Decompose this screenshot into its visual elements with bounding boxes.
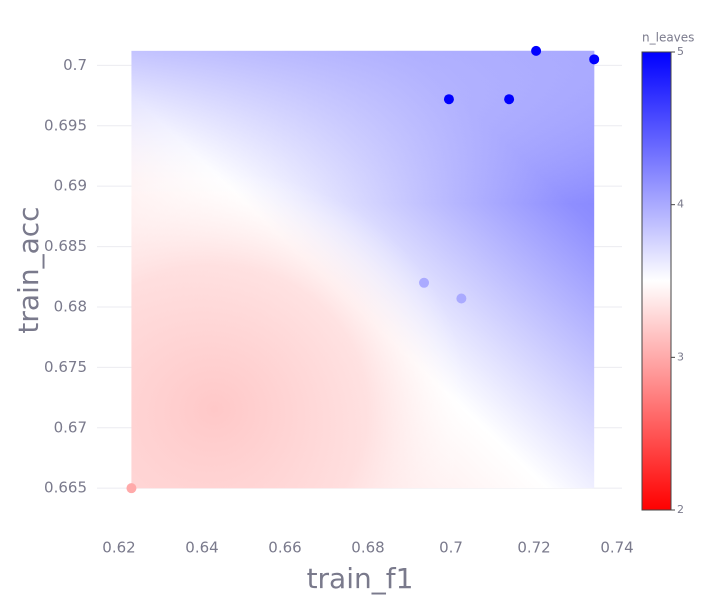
x-tick-label: 0.64 [185,539,218,557]
point [456,293,467,304]
point [589,54,600,65]
y-axis-title: train_acc [12,206,45,333]
colorbar-tick-label: 4 [677,198,684,211]
x-tick-label: 0.68 [351,539,384,557]
x-tick-label: 0.66 [268,539,301,557]
y-tick-label: 0.7 [63,56,87,74]
point [443,94,454,105]
colorbar [641,51,672,511]
y-tick-label: 0.675 [44,358,87,376]
point [419,277,430,288]
colorbar-tick-label: 5 [677,45,684,58]
colorbar-tick-label: 2 [677,503,684,516]
x-tick-label: 0.7 [439,539,463,557]
x-axis-title: train_f1 [307,562,414,595]
heatmap-background [131,50,595,489]
y-tick-label: 0.69 [54,177,87,195]
colorbar-title: n_leaves [642,31,694,45]
point [504,94,515,105]
y-tick-label: 0.67 [54,418,87,436]
y-tick-label: 0.68 [54,297,87,315]
x-tick-label: 0.72 [517,539,550,557]
point [531,45,542,56]
point [126,483,137,494]
y-tick-label: 0.695 [44,116,87,134]
y-tick-label: 0.665 [44,479,87,497]
x-tick-label: 0.62 [102,539,135,557]
y-tick-label: 0.685 [44,237,87,255]
colorbar-tick-label: 3 [677,350,684,363]
x-tick-label: 0.74 [600,539,633,557]
